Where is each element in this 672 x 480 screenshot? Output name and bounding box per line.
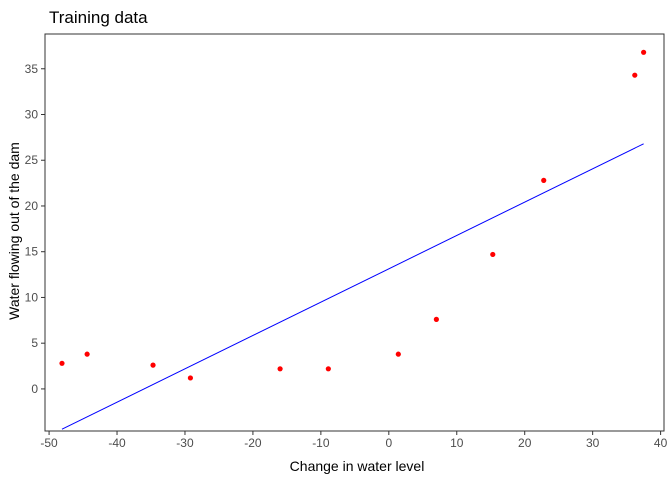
- data-point: [325, 366, 331, 372]
- x-tick-label: -20: [244, 436, 262, 450]
- x-tick-label: 0: [385, 436, 392, 450]
- x-tick-label: -40: [108, 436, 126, 450]
- x-tick-label: 10: [450, 436, 464, 450]
- y-tick-label: 30: [25, 107, 39, 121]
- data-point: [84, 351, 90, 357]
- y-axis-label: Water flowing out of the dam: [6, 142, 22, 320]
- data-point: [632, 72, 638, 78]
- y-tick-label: 25: [25, 153, 39, 167]
- data-point: [541, 177, 547, 183]
- data-point: [490, 251, 496, 258]
- y-tick-label: 35: [25, 62, 39, 76]
- x-tick-label: 30: [586, 436, 600, 450]
- data-point: [150, 362, 156, 368]
- y-tick-label: 10: [25, 290, 39, 304]
- plot-border: [44, 33, 665, 432]
- y-tick-label: 5: [31, 336, 38, 350]
- data-point: [395, 351, 401, 357]
- plot-panel: -50 -40 -30 -20 -10 0 10 20 30 40 0 5 10 15 20 25 30 35: [25, 33, 668, 450]
- y-tick-label: 15: [25, 245, 39, 259]
- chart-title: Training data: [49, 8, 148, 27]
- data-point: [187, 375, 194, 381]
- data-point: [641, 49, 647, 55]
- data-point: [433, 316, 439, 323]
- y-tick-label: 20: [25, 199, 39, 213]
- y-tick-label: 0: [31, 382, 38, 396]
- data-point: [277, 366, 283, 372]
- x-tick-label: -30: [176, 436, 194, 450]
- x-tick-label: 40: [654, 436, 668, 450]
- x-axis-label: Change in water level: [290, 458, 425, 474]
- x-tick-label: -10: [312, 436, 330, 450]
- x-tick-label: 20: [518, 436, 532, 450]
- fit-line: [61, 143, 644, 430]
- x-tick-label: -50: [40, 436, 58, 450]
- data-point: [59, 360, 65, 366]
